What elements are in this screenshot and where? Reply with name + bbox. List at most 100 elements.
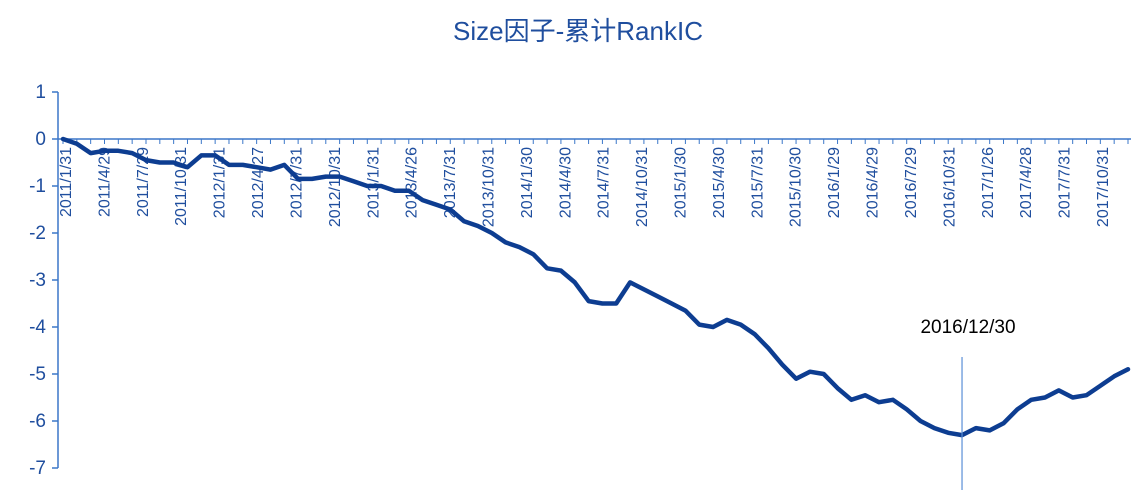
y-tick-label: 0 (35, 129, 46, 150)
data-point (877, 400, 881, 404)
data-point (227, 163, 231, 167)
data-point (559, 269, 563, 273)
y-tick-label: -1 (29, 176, 46, 197)
data-point (587, 299, 591, 303)
data-point (1126, 367, 1130, 371)
data-point (1071, 396, 1075, 400)
data-point (1015, 407, 1019, 411)
data-point (1002, 421, 1006, 425)
x-tick-label: 2014/7/31 (596, 147, 613, 218)
data-point (822, 372, 826, 376)
y-tick-label: -2 (29, 223, 46, 244)
data-point (1029, 398, 1033, 402)
x-tick-label: 2014/4/30 (557, 147, 574, 218)
x-tick-label: 2014/10/31 (634, 147, 651, 227)
axes: 1 0 -1 -2 -3 -4 -5 -6 -7 2011/1/31 2011/4/29 2011/7… (29, 82, 1131, 479)
data-point (656, 294, 660, 298)
data-point (545, 266, 549, 270)
data-point (683, 309, 687, 313)
plot-area (60, 136, 1131, 438)
x-tick-label: 2013/1/31 (365, 147, 382, 218)
data-point (697, 323, 701, 327)
data-point (365, 184, 369, 188)
data-point (932, 426, 936, 430)
data-point (255, 165, 259, 169)
x-tick-label: 2017/10/31 (1095, 147, 1112, 227)
data-point (946, 431, 950, 435)
x-tick-label: 2011/7/29 (135, 147, 152, 217)
x-tick-label: 2012/1/31 (212, 147, 229, 218)
data-point (711, 325, 715, 329)
x-tick-label: 2013/10/31 (480, 147, 497, 227)
x-tick-label: 2013/4/26 (404, 147, 421, 218)
data-point (448, 208, 452, 212)
data-point (199, 153, 203, 157)
annotation-label: 2016/12/30 (920, 317, 1015, 338)
x-tick-label: 2011/1/31 (58, 147, 75, 217)
x-tick-label: 2011/10/31 (173, 147, 190, 226)
data-point (849, 398, 853, 402)
data-point (172, 161, 176, 165)
data-point (490, 231, 494, 235)
data-point (116, 149, 120, 153)
data-point (89, 151, 93, 155)
data-point (614, 302, 618, 306)
data-point (531, 252, 535, 256)
y-tick-label: 1 (35, 82, 46, 103)
data-point (670, 302, 674, 306)
x-tick-label: 2012/7/31 (288, 147, 305, 218)
data-point (296, 177, 300, 181)
y-tick-label: -6 (29, 411, 46, 432)
x-tick-label: 2011/4/29 (96, 147, 113, 217)
data-point (974, 426, 978, 430)
data-point (75, 142, 79, 146)
x-tick-label: 2012/4/27 (250, 147, 267, 218)
x-tick-label: 2016/1/29 (826, 147, 843, 218)
data-point (988, 428, 992, 432)
data-point (504, 240, 508, 244)
data-point (421, 198, 425, 202)
data-point (282, 163, 286, 167)
x-tick-label: 2016/7/29 (903, 147, 920, 218)
x-tick-label: 2016/4/29 (865, 147, 882, 218)
x-tick-label: 2012/10/31 (327, 147, 344, 227)
data-point (808, 370, 812, 374)
data-point (407, 189, 411, 193)
data-point (1043, 396, 1047, 400)
data-point (905, 407, 909, 411)
data-point (794, 377, 798, 381)
data-point (338, 175, 342, 179)
data-point (836, 386, 840, 390)
data-point (642, 287, 646, 291)
data-point (324, 175, 328, 179)
y-tick-label: -4 (29, 317, 46, 338)
x-tick-label: 2015/4/30 (711, 147, 728, 218)
y-tick-label: -5 (29, 364, 46, 385)
x-tick-label: 2015/10/30 (788, 147, 805, 227)
data-point (1057, 388, 1061, 392)
data-point (780, 363, 784, 367)
x-tick-label: 2017/1/26 (980, 147, 997, 218)
data-point (310, 177, 314, 181)
data-point (1112, 374, 1116, 378)
data-point (158, 161, 162, 165)
data-point (919, 419, 923, 423)
data-point (186, 165, 190, 169)
data-point (739, 323, 743, 327)
data-point (476, 224, 480, 228)
data-point (269, 168, 273, 172)
y-tick-label: -3 (29, 270, 46, 291)
data-point (434, 203, 438, 207)
chart-title: Size因子-累计RankIC (453, 16, 703, 46)
data-point (600, 302, 604, 306)
data-point (393, 189, 397, 193)
rankic-series-line (60, 136, 1131, 438)
data-point (61, 137, 65, 141)
y-tick-label: -7 (29, 458, 46, 479)
x-tick-label: 2016/10/31 (941, 147, 958, 227)
data-point (863, 393, 867, 397)
data-point (1098, 384, 1102, 388)
data-point (103, 149, 107, 153)
x-tick-label: 2017/4/28 (1018, 147, 1035, 218)
